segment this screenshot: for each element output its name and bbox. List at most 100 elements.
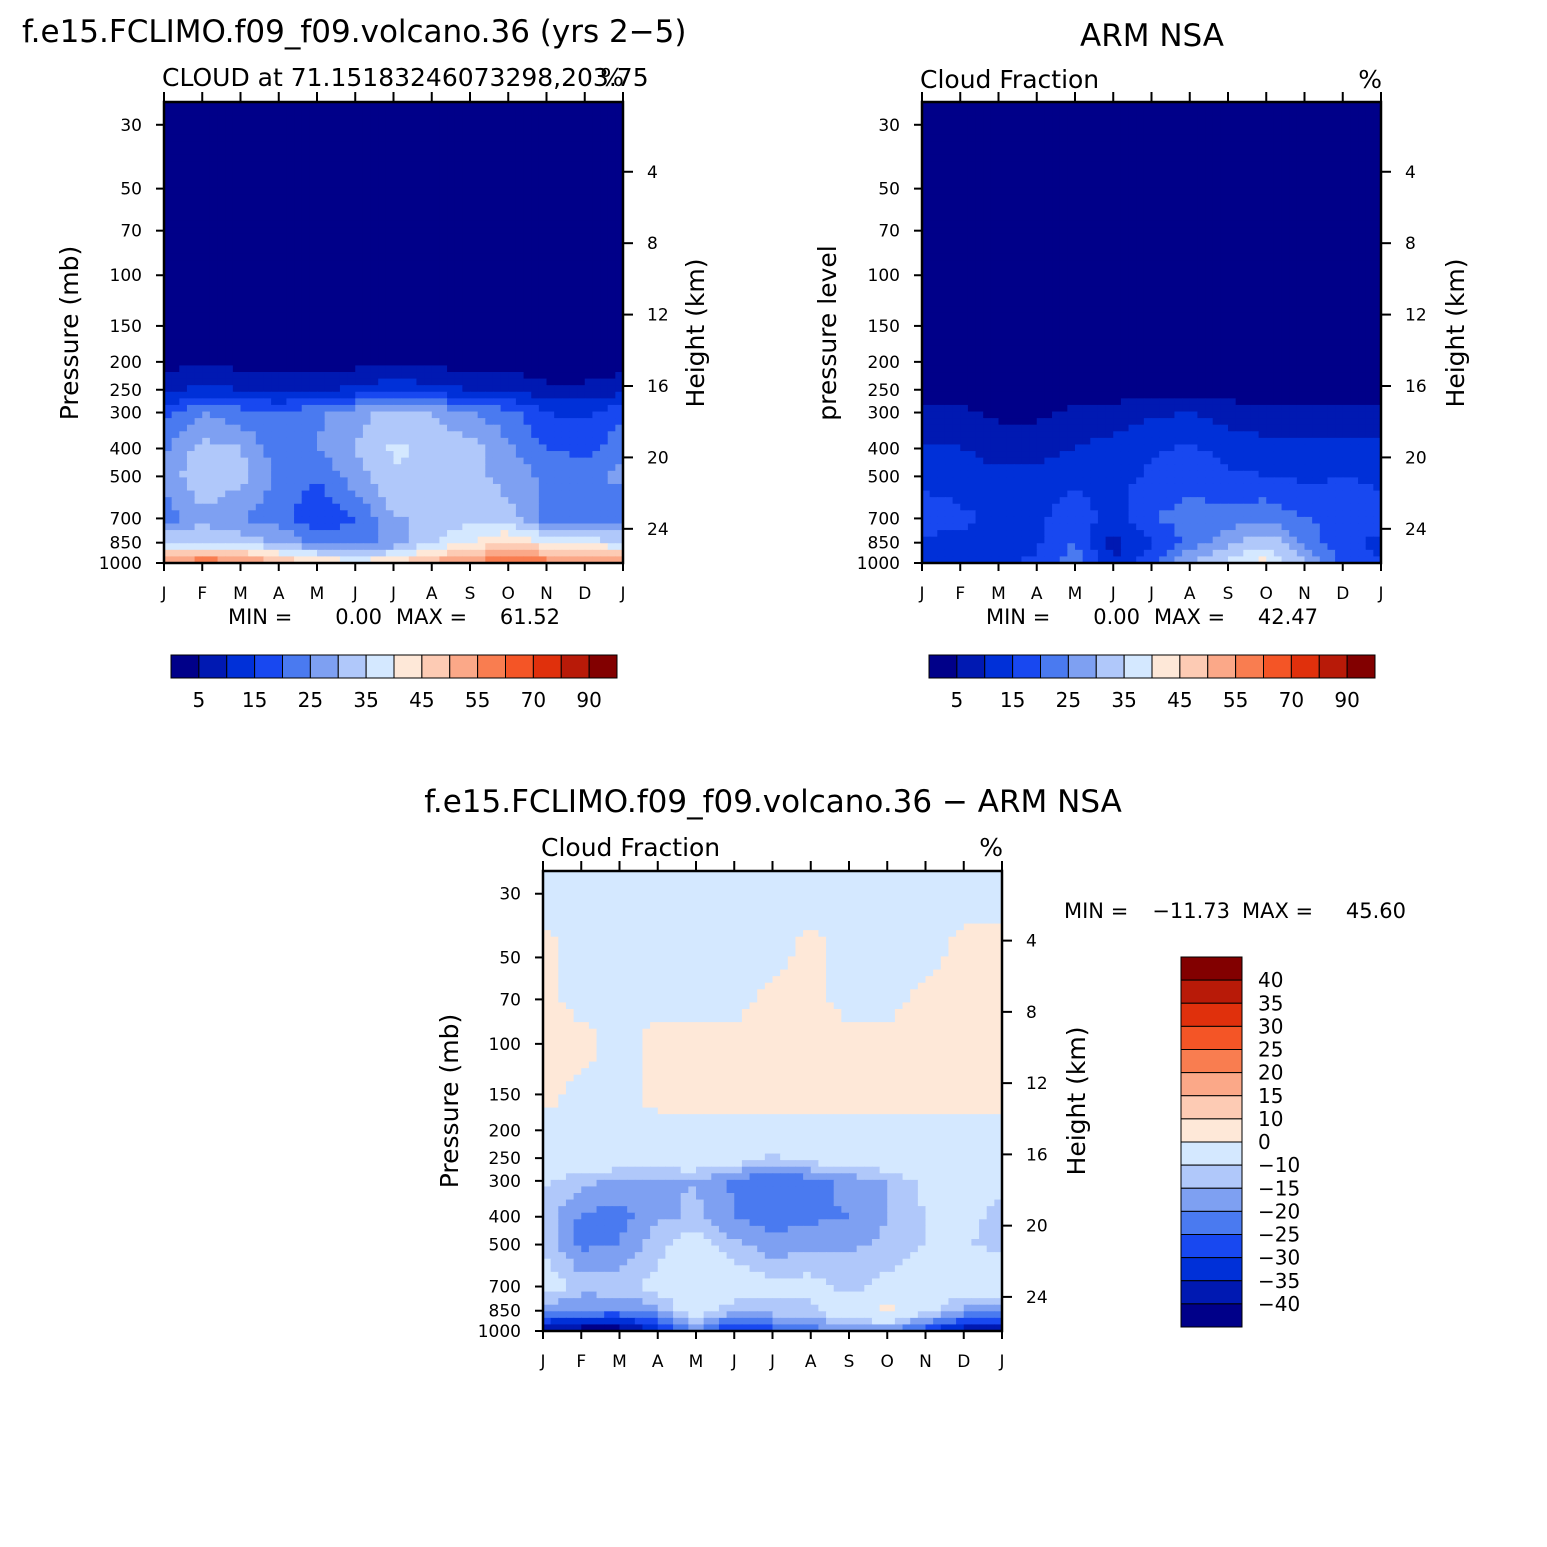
model-contour-cell bbox=[286, 187, 295, 195]
model-contour-cell bbox=[561, 345, 571, 353]
model-contour-cell bbox=[607, 404, 616, 413]
model-contour-cell bbox=[301, 510, 310, 518]
model-contour-cell bbox=[286, 260, 295, 268]
obs-contour-cell bbox=[1212, 134, 1221, 143]
model-contour-cell bbox=[500, 543, 509, 551]
model-contour-cell bbox=[301, 404, 310, 413]
model-contour-cell bbox=[531, 549, 540, 558]
model-contour-cell bbox=[186, 260, 196, 268]
obs-contour-cell bbox=[1006, 141, 1015, 149]
model-contour-cell bbox=[255, 437, 265, 446]
model-contour-cell bbox=[271, 154, 280, 162]
model-contour-cell bbox=[294, 339, 303, 347]
obs-contour-cell bbox=[1105, 115, 1114, 123]
model-contour-cell bbox=[485, 260, 494, 268]
model-contour-cell bbox=[164, 516, 173, 525]
model-contour-cell bbox=[523, 233, 532, 241]
model-contour-cell bbox=[508, 167, 517, 176]
obs-contour-cell bbox=[1205, 148, 1214, 156]
model-colorbar-swatch bbox=[226, 654, 256, 679]
model-contour-cell bbox=[278, 161, 287, 169]
model-contour-cell bbox=[592, 444, 601, 452]
model-contour-cell bbox=[561, 536, 571, 544]
model-contour-cell bbox=[615, 404, 624, 413]
model-contour-cell bbox=[462, 556, 471, 564]
model-contour-cell bbox=[332, 273, 341, 281]
model-contour-cell bbox=[569, 424, 578, 432]
obs-contour-cell bbox=[1228, 141, 1237, 149]
model-contour-cell bbox=[569, 411, 578, 419]
model-contour-cell bbox=[225, 516, 234, 525]
model-contour-cell bbox=[309, 470, 318, 478]
model-contour-cell bbox=[362, 549, 372, 558]
model-contour-cell bbox=[370, 424, 379, 432]
model-contour-cell bbox=[324, 556, 333, 564]
model-contour-cell bbox=[554, 167, 563, 176]
model-contour-cell bbox=[584, 424, 593, 432]
model-contour-cell bbox=[347, 483, 356, 492]
model-contour-cell bbox=[339, 530, 349, 538]
model-contour-cell bbox=[186, 227, 196, 235]
model-contour-cell bbox=[294, 457, 303, 465]
model-contour-cell bbox=[408, 470, 418, 478]
model-contour-cell bbox=[584, 279, 593, 287]
model-contour-cell bbox=[439, 378, 448, 386]
obs-contour-cell bbox=[1166, 141, 1176, 149]
model-contour-cell bbox=[531, 134, 540, 143]
obs-contour-cell bbox=[1365, 115, 1374, 123]
model-contour-cell bbox=[584, 213, 593, 222]
model-contour-cell bbox=[546, 477, 555, 485]
model-contour-cell bbox=[401, 523, 410, 531]
model-contour-cell bbox=[385, 497, 395, 505]
model-contour-cell bbox=[554, 510, 563, 518]
model-contour-cell bbox=[240, 464, 249, 472]
model-contour-cell bbox=[347, 464, 356, 472]
model-contour-cell bbox=[408, 516, 418, 525]
model-contour-cell bbox=[362, 194, 372, 202]
model-contour-cell bbox=[164, 233, 173, 241]
model-contour-cell bbox=[362, 213, 372, 222]
model-contour-cell bbox=[523, 451, 532, 459]
model-contour-cell bbox=[401, 444, 410, 452]
model-contour-cell bbox=[569, 470, 578, 478]
model-contour-cell bbox=[202, 358, 211, 367]
model-contour-cell bbox=[416, 134, 425, 143]
model-contour-cell bbox=[317, 154, 326, 162]
model-contour-cell bbox=[339, 345, 349, 353]
model-contour-cell bbox=[600, 286, 609, 294]
model-contour-cell bbox=[408, 273, 418, 281]
model-contour-cell bbox=[439, 490, 448, 498]
model-contour-cell bbox=[263, 161, 272, 169]
model-contour-cell bbox=[164, 187, 173, 195]
model-contour-cell bbox=[209, 457, 219, 465]
model-contour-cell bbox=[477, 161, 486, 169]
obs-contour-cell bbox=[975, 121, 984, 129]
model-contour-cell bbox=[569, 134, 578, 143]
model-contour-cell bbox=[355, 240, 364, 248]
model-contour-cell bbox=[248, 306, 257, 314]
model-contour-cell bbox=[194, 286, 203, 294]
obs-contour-cell bbox=[1350, 121, 1359, 129]
model-contour-cell bbox=[500, 194, 509, 202]
model-contour-cell bbox=[378, 286, 387, 294]
model-contour-cell bbox=[462, 437, 471, 446]
model-contour-cell bbox=[431, 260, 440, 268]
model-contour-cell bbox=[209, 312, 219, 320]
model-contour-cell bbox=[370, 325, 379, 334]
model-contour-cell bbox=[332, 549, 341, 558]
model-contour-cell bbox=[554, 332, 563, 340]
model-contour-cell bbox=[600, 121, 609, 129]
model-contour-cell bbox=[592, 115, 601, 123]
model-contour-cell bbox=[607, 378, 616, 386]
model-contour-cell bbox=[301, 431, 310, 439]
model-contour-cell bbox=[248, 121, 257, 129]
model-contour-cell bbox=[485, 437, 494, 446]
model-contour-cell bbox=[186, 319, 196, 327]
model-contour-cell bbox=[385, 424, 395, 432]
obs-contour-cell bbox=[1036, 121, 1045, 129]
model-contour-cell bbox=[362, 536, 372, 544]
model-contour-cell bbox=[324, 444, 333, 452]
model-contour-cell bbox=[263, 266, 272, 274]
model-contour-cell bbox=[194, 312, 203, 320]
model-contour-cell bbox=[439, 464, 448, 472]
